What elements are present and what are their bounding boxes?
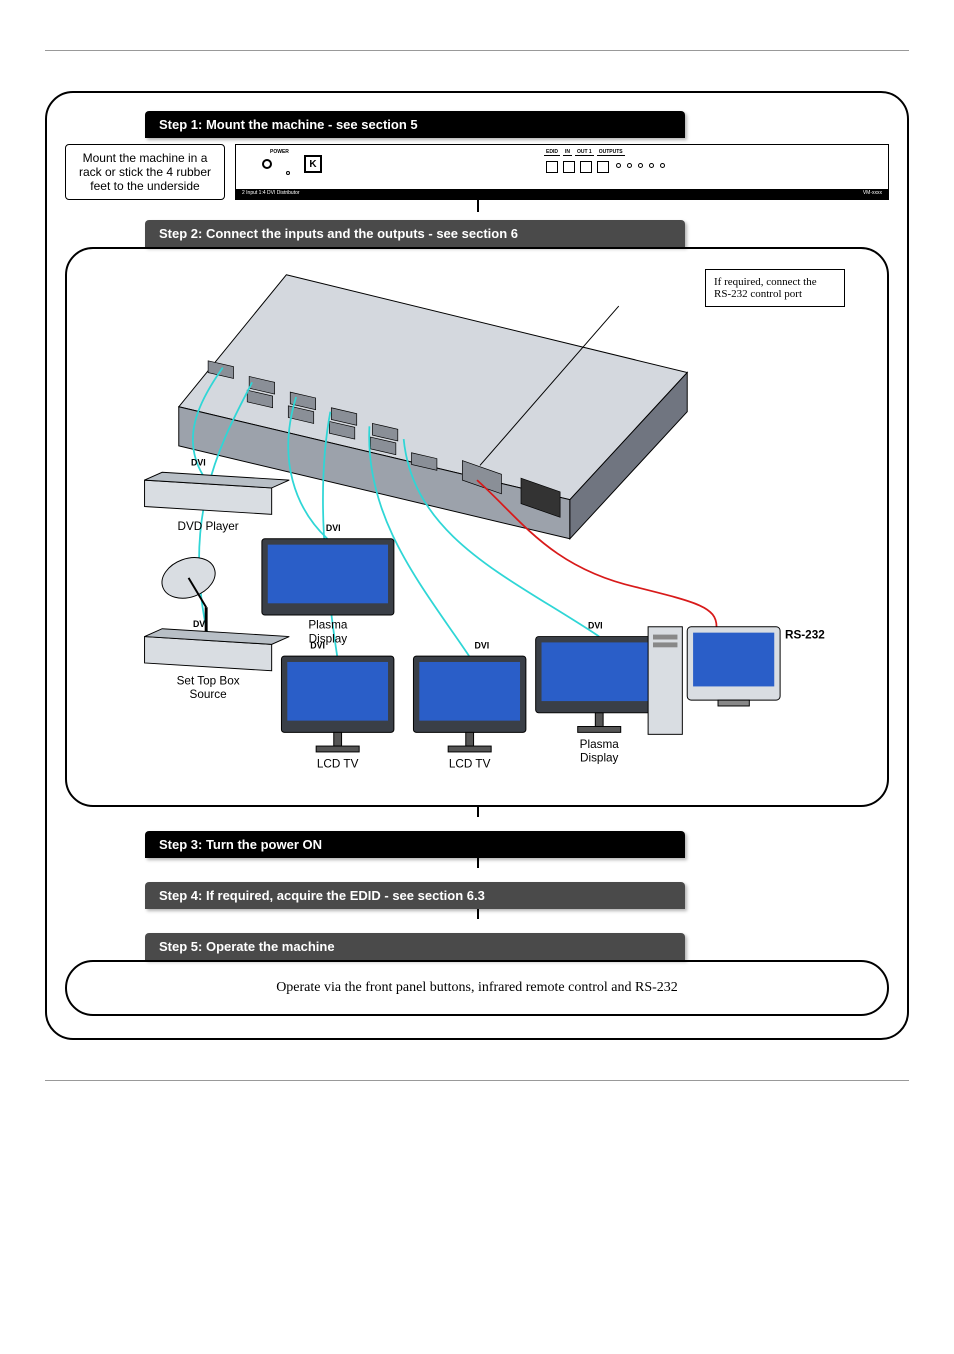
panel-label-outputs: OUTPUTS xyxy=(597,149,625,156)
svg-text:RS-232: RS-232 xyxy=(785,629,825,642)
svg-text:Display: Display xyxy=(580,752,619,765)
step-5-bar: Step 5: Operate the machine xyxy=(145,933,685,960)
connector-line xyxy=(477,807,889,817)
top-rule xyxy=(45,50,909,51)
step-4-bar: Step 4: If required, acquire the EDID - … xyxy=(145,882,685,909)
step-2-bar: Step 2: Connect the inputs and the outpu… xyxy=(145,220,685,247)
connector-line xyxy=(477,909,889,919)
svg-text:DVI: DVI xyxy=(191,457,206,467)
svg-text:Plasma: Plasma xyxy=(580,738,620,751)
svg-text:DVD Player: DVD Player xyxy=(178,520,239,533)
bottom-rule xyxy=(45,1080,909,1081)
out-dot xyxy=(638,163,643,168)
panel-label-edid: EDID xyxy=(544,149,560,156)
svg-text:Set Top Box: Set Top Box xyxy=(177,674,240,687)
operate-instruction: Operate via the front panel buttons, inf… xyxy=(65,960,889,1016)
connector-line xyxy=(477,200,889,212)
power-led-icon xyxy=(262,159,272,169)
panel-button xyxy=(563,161,575,173)
panel-group-labels: EDID IN OUT 1 OUTPUTS xyxy=(544,149,625,156)
svg-text:DVI: DVI xyxy=(475,640,490,650)
panel-bottom-bar: 2 Input 1:4 DVI Distributor VM-xxxx xyxy=(236,189,888,199)
panel-label-out1: OUT 1 xyxy=(575,149,594,156)
svg-text:DVI: DVI xyxy=(326,523,341,533)
panel-subtitle-right: VM-xxxx xyxy=(863,190,882,196)
diagram-container: Step 1: Mount the machine - see section … xyxy=(45,91,909,1040)
connection-svg: DVIDVIDVIDVIDVIDVIDVD PlayerSet Top BoxS… xyxy=(79,265,875,793)
k-logo-icon: K xyxy=(304,155,322,173)
svg-text:LCD TV: LCD TV xyxy=(317,758,359,771)
svg-text:LCD TV: LCD TV xyxy=(449,758,491,771)
power-label: POWER xyxy=(270,149,289,155)
connection-diagram: If required, connect the RS-232 control … xyxy=(65,247,889,807)
svg-text:Display: Display xyxy=(309,632,348,645)
step-3-bar: Step 3: Turn the power ON xyxy=(145,831,685,858)
svg-text:Source: Source xyxy=(190,688,227,701)
connector-line xyxy=(477,858,889,868)
panel-output-dots xyxy=(616,163,665,168)
mount-instruction: Mount the machine in a rack or stick the… xyxy=(65,144,225,200)
panel-button-group xyxy=(546,161,609,173)
step-1-bar: Step 1: Mount the machine - see section … xyxy=(145,111,685,138)
svg-text:DVI: DVI xyxy=(588,621,603,631)
rs232-callout: If required, connect the RS-232 control … xyxy=(705,269,845,307)
panel-label-in: IN xyxy=(563,149,572,156)
out-dot xyxy=(616,163,621,168)
panel-button xyxy=(546,161,558,173)
front-panel-diagram: POWER K EDID IN OUT 1 OUTPUTS xyxy=(235,144,889,200)
panel-button xyxy=(580,161,592,173)
panel-button xyxy=(597,161,609,173)
out-dot xyxy=(627,163,632,168)
ir-dot-icon xyxy=(286,171,290,175)
out-dot xyxy=(660,163,665,168)
panel-subtitle-left: 2 Input 1:4 DVI Distributor xyxy=(242,190,300,196)
svg-text:Plasma: Plasma xyxy=(308,619,348,632)
out-dot xyxy=(649,163,654,168)
